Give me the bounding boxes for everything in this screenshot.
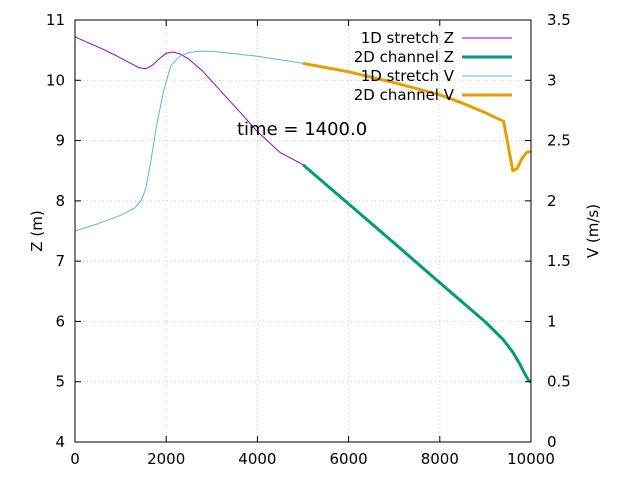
series-line-2 bbox=[74, 50, 304, 232]
x-tick-label: 4000 bbox=[238, 450, 276, 468]
y-left-tick-label: 9 bbox=[55, 132, 65, 150]
y-left-tick-label: 4 bbox=[55, 433, 65, 451]
series-line-0 bbox=[74, 36, 304, 166]
y-right-tick-label: 2 bbox=[547, 192, 557, 210]
y-right-tick-label: 3.5 bbox=[547, 11, 571, 29]
legend-label: 2D channel Z bbox=[354, 48, 454, 66]
y-right-tick-label: 2.5 bbox=[547, 132, 571, 150]
y-left-tick-label: 5 bbox=[55, 373, 65, 391]
y-left-tick-label: 8 bbox=[55, 192, 65, 210]
legend-label: 1D stretch Z bbox=[361, 29, 454, 47]
legend-label: 1D stretch V bbox=[361, 67, 455, 85]
y-right-tick-label: 1.5 bbox=[547, 252, 571, 270]
series-line-3 bbox=[302, 61, 532, 173]
tick-layer: 0 2000 4000 6000 8000 10000 4 5 6 7 8 9 10 11 0 0.5 1 1.5… bbox=[46, 11, 571, 468]
y-right-tick-label: 1 bbox=[547, 312, 557, 330]
x-tick-label: 6000 bbox=[330, 450, 368, 468]
legend-label: 2D channel V bbox=[354, 86, 455, 104]
y-left-tick-label: 11 bbox=[46, 11, 65, 29]
series-layer bbox=[74, 36, 532, 384]
y-left-tick-label: 6 bbox=[55, 312, 65, 330]
y-axis-right-title: V (m/s) bbox=[584, 204, 602, 258]
series-line-1 bbox=[302, 163, 532, 384]
x-tick-label: 2000 bbox=[147, 450, 185, 468]
y-right-tick-label: 0.5 bbox=[547, 373, 571, 391]
y-right-tick-label: 3 bbox=[547, 71, 557, 89]
x-tick-label: 10000 bbox=[507, 450, 555, 468]
y-right-tick-label: 0 bbox=[547, 433, 557, 451]
x-tick-label: 0 bbox=[70, 450, 80, 468]
y-axis-left-title: Z (m) bbox=[28, 210, 46, 251]
x-tick-label: 8000 bbox=[421, 450, 459, 468]
grid-layer bbox=[75, 20, 531, 442]
time-annotation: time = 1400.0 bbox=[237, 119, 367, 140]
y-left-tick-label: 10 bbox=[46, 71, 65, 89]
plot-border bbox=[74, 19, 532, 443]
y-left-tick-label: 7 bbox=[55, 252, 65, 270]
legend: 1D stretch Z2D channel Z1D stretch V2D c… bbox=[354, 29, 512, 104]
